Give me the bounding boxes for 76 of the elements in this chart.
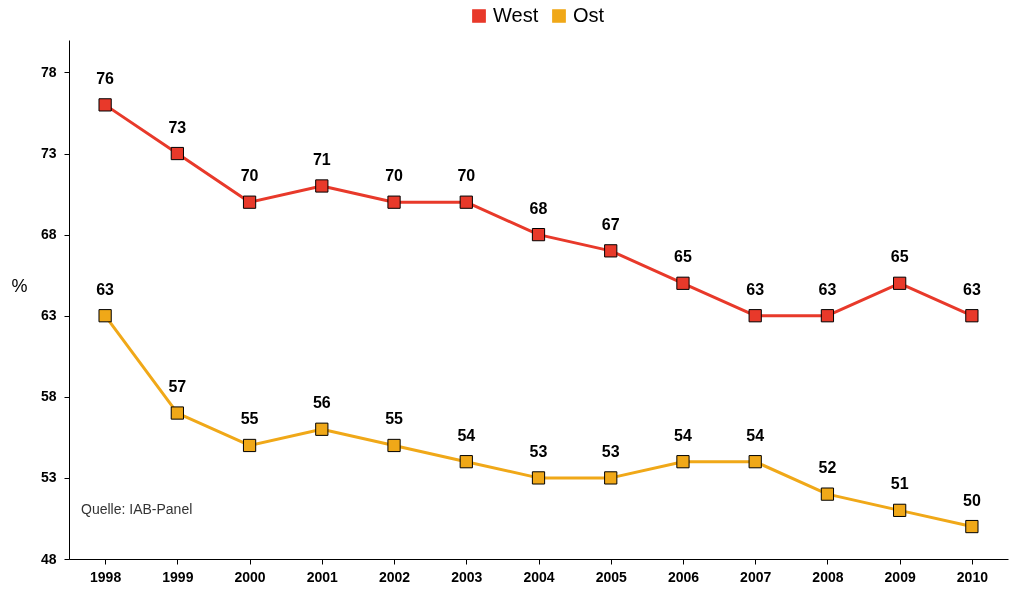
x-tick-label: 2002 xyxy=(378,568,411,585)
point xyxy=(965,519,979,534)
data-label: 67 xyxy=(601,215,620,233)
x-tick-label: 1998 xyxy=(90,568,122,585)
point xyxy=(604,244,618,258)
x-tick-label: 2010 xyxy=(956,568,989,585)
y-axis-title: % xyxy=(11,275,28,296)
annotation: Quelle: IAB-Panel xyxy=(81,501,193,517)
data-label: 51 xyxy=(890,475,909,493)
data-label: 53 xyxy=(529,442,548,460)
point xyxy=(748,309,762,323)
data-label: 70 xyxy=(457,167,476,185)
point xyxy=(98,98,112,112)
point xyxy=(531,471,546,485)
x-tick-label: 2006 xyxy=(667,568,700,585)
point xyxy=(459,195,473,209)
point xyxy=(315,179,329,193)
point xyxy=(893,503,907,517)
point xyxy=(387,438,401,453)
x-tick-label: 2004 xyxy=(523,568,555,585)
x-tick-label: 1999 xyxy=(162,568,194,585)
data-label: 65 xyxy=(674,248,692,266)
y-tick-label: 68 xyxy=(40,226,57,243)
x-tick-label: 2005 xyxy=(595,568,628,585)
y-tick-label: 53 xyxy=(40,469,57,486)
legend-label: West xyxy=(493,4,539,26)
point xyxy=(531,228,546,242)
point xyxy=(242,438,257,453)
y-tick-label: 73 xyxy=(40,145,57,162)
data-label: 55 xyxy=(240,410,259,428)
point xyxy=(315,422,329,436)
data-label: 73 xyxy=(168,118,187,136)
point xyxy=(676,455,690,469)
data-label: 57 xyxy=(168,378,187,396)
y-tick-label: 58 xyxy=(40,388,57,405)
y-tick-label: 48 xyxy=(40,550,57,567)
legend-label: Ost xyxy=(573,4,605,26)
x-tick-label: 2008 xyxy=(812,568,844,585)
point xyxy=(170,146,184,161)
point xyxy=(459,455,473,469)
point xyxy=(820,487,835,501)
y-tick-label: 63 xyxy=(40,307,57,324)
data-label: 54 xyxy=(746,426,765,444)
point xyxy=(387,195,401,209)
data-label: 54 xyxy=(674,426,692,444)
point xyxy=(965,309,979,323)
data-label: 50 xyxy=(962,491,981,509)
point xyxy=(170,406,184,420)
point xyxy=(242,195,257,209)
point xyxy=(676,276,690,290)
data-label: 70 xyxy=(385,167,404,185)
data-label: 63 xyxy=(962,280,981,298)
data-label: 55 xyxy=(385,410,404,428)
x-tick-label: 2001 xyxy=(306,568,339,585)
point xyxy=(604,471,618,485)
point xyxy=(820,309,835,323)
point xyxy=(893,276,907,290)
data-label: 71 xyxy=(312,150,331,168)
data-label: 63 xyxy=(96,280,115,298)
data-label: 65 xyxy=(890,248,909,266)
data-label: 63 xyxy=(746,280,765,298)
data-label: 68 xyxy=(529,199,548,217)
data-label: 63 xyxy=(818,280,837,298)
point xyxy=(98,309,112,323)
data-label: 54 xyxy=(457,426,476,444)
data-label: 52 xyxy=(818,459,837,477)
x-tick-label: 2003 xyxy=(451,568,483,585)
y-tick-label: 78 xyxy=(40,63,57,80)
x-tick-label: 2000 xyxy=(234,568,266,585)
point xyxy=(748,455,762,469)
data-label: 76 xyxy=(96,69,115,87)
data-label: 56 xyxy=(312,394,331,412)
data-label: 70 xyxy=(240,167,259,185)
x-tick-label: 2007 xyxy=(740,568,772,585)
x-tick-label: 2009 xyxy=(884,568,916,585)
data-label: 53 xyxy=(601,442,620,460)
